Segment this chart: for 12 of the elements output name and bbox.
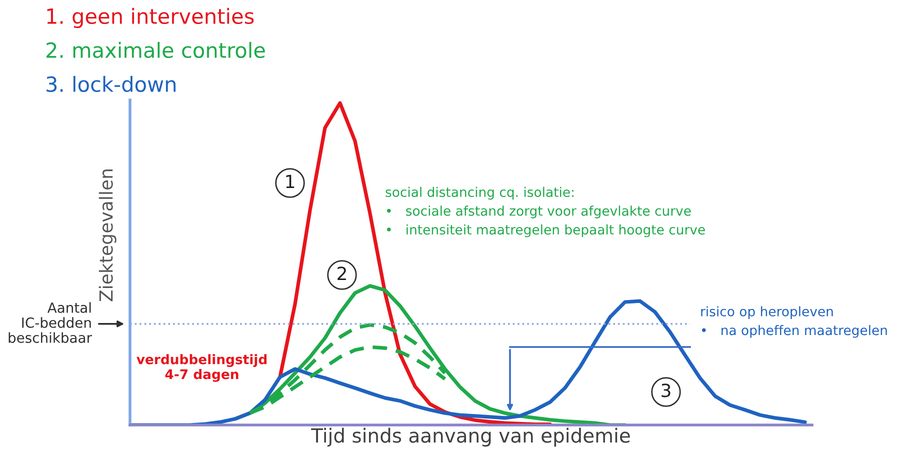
annotation: 1 [286, 174, 294, 188]
annotation: risico op heropleven • na opheffen maatregelen [701, 306, 887, 338]
annotation: verdubbelingstijd 4-7 dagen [136, 354, 267, 382]
ref-line-label: Aantal IC-bedden beschikbaar [8, 302, 92, 343]
y-axis-title: Ziektegevallen [98, 170, 116, 302]
annotation: 2 [338, 266, 346, 280]
x-axis-title: Tijd sinds aanvang van epidemie [311, 428, 630, 447]
text: 1. geen interventies [47, 8, 254, 28]
text: 3. lock-down [46, 76, 176, 92]
annotation: 3 [662, 384, 670, 398]
annotation: social distancing cq. isolatie: • sociale afstand zorgt voor afgevlakte curve • intensiteit maatregelen bepaalt hoogte curve [386, 186, 705, 238]
text: 2. maximale controle [46, 42, 265, 58]
